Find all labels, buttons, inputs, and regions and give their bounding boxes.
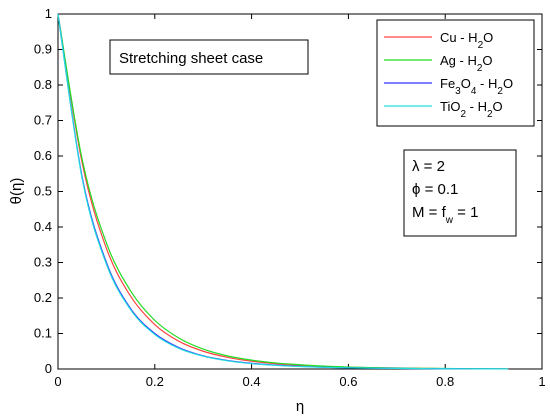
y-tick-label: 0.2 (34, 290, 52, 305)
y-tick-label: 0.9 (34, 42, 52, 57)
parameter-annotation-box: λ = 2 ϕ = 0.1 M = fw = 1 (403, 149, 517, 237)
x-tick-label: 0.2 (146, 374, 164, 389)
x-tick-label: 0 (54, 374, 61, 389)
x-tick-label: 0.6 (339, 374, 357, 389)
x-tick-label: 1 (538, 374, 545, 389)
case-annotation-box: Stretching sheet case (109, 39, 309, 75)
y-axis: 0 0.1 0.2 0.3 0.4 0.5 0.6 0.7 0.8 0.9 1 (34, 6, 542, 376)
y-tick-label: 0.8 (34, 77, 52, 92)
y-tick-label: 0.5 (34, 184, 52, 199)
y-tick-label: 0.7 (34, 113, 52, 128)
y-tick-label: 0.6 (34, 148, 52, 163)
y-tick-label: 0 (45, 361, 52, 376)
legend-entry-label: TiO2 - H2O (440, 99, 503, 120)
x-tick-label: 0.8 (436, 374, 454, 389)
y-tick-label: 0.3 (34, 255, 52, 270)
legend-entry-label: Ag - H2O (440, 53, 493, 74)
case-annotation-text: Stretching sheet case (119, 50, 263, 67)
parameter-line: M = fw = 1 (412, 204, 478, 226)
parameter-line: ϕ = 0.1 (412, 181, 458, 198)
legend-entry-label: Fe3O4 - H2O (440, 76, 513, 97)
x-tick-label: 0.4 (243, 374, 261, 389)
parameter-line: λ = 2 (412, 158, 445, 175)
x-axis: 0 0.2 0.4 0.6 0.8 1 (54, 14, 546, 389)
y-tick-label: 0.1 (34, 326, 52, 341)
series-lines (57, 13, 509, 370)
y-tick-label: 0.4 (34, 219, 52, 234)
y-tick-label: 1 (45, 6, 52, 21)
series-line-4 (57, 13, 509, 370)
x-axis-label: η (296, 398, 304, 415)
y-axis-label: θ(η) (8, 178, 25, 205)
legend-entry-label: Cu - H2O (440, 30, 493, 51)
